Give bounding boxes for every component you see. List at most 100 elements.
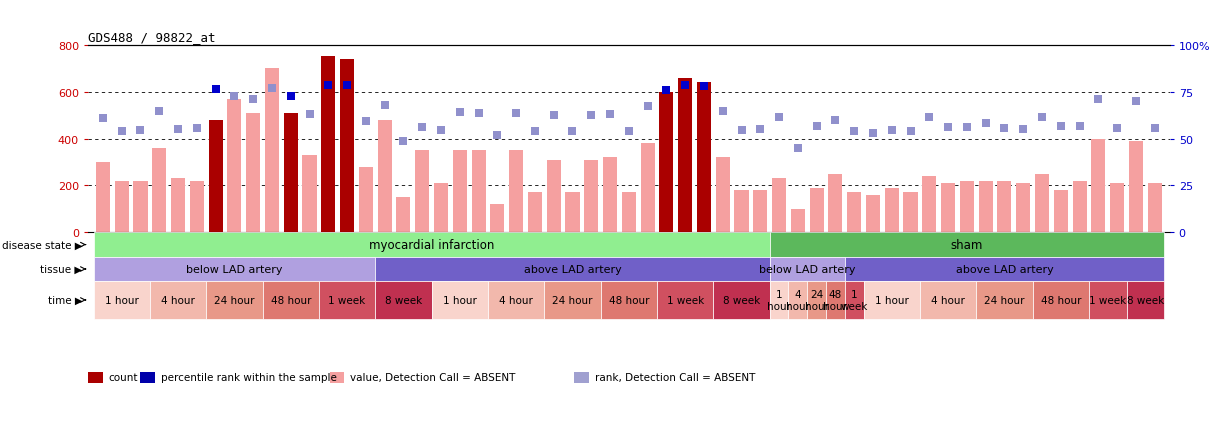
Bar (769, 233, 1164, 257)
Bar (1148, 184, 1161, 233)
Point (469, 110, 488, 117)
Point (507, 110, 526, 117)
Bar (359, 167, 372, 233)
Bar (828, 174, 842, 233)
Bar (1089, 282, 1127, 319)
Bar (904, 193, 917, 233)
Text: disease state ▶: disease state ▶ (1, 240, 83, 250)
Point (882, 127, 901, 134)
Text: 4 hour: 4 hour (161, 295, 195, 305)
Point (243, 96, 263, 103)
Bar (1127, 282, 1164, 319)
Bar (1129, 141, 1143, 233)
Bar (1110, 184, 1125, 233)
Text: 1
hour: 1 hour (767, 289, 791, 311)
Text: myocardial infarction: myocardial infarction (369, 239, 495, 251)
Bar (1016, 184, 1031, 233)
Bar (488, 282, 545, 319)
Text: 1 hour: 1 hour (105, 295, 139, 305)
Bar (810, 188, 824, 233)
Point (695, 83, 714, 90)
Bar (133, 181, 148, 233)
Point (845, 129, 864, 136)
Bar (527, 193, 542, 233)
Text: count: count (109, 373, 138, 382)
Point (919, 115, 939, 122)
Text: 24 hour: 24 hour (214, 295, 255, 305)
Bar (96, 163, 110, 233)
Point (637, 103, 657, 110)
Text: 4 hour: 4 hour (499, 295, 534, 305)
Point (357, 118, 376, 125)
Point (281, 94, 300, 101)
Bar (584, 160, 598, 233)
Bar (397, 198, 410, 233)
Bar (453, 151, 466, 233)
Point (1013, 126, 1033, 133)
Point (563, 129, 582, 136)
Bar (827, 282, 845, 319)
Text: tissue ▶: tissue ▶ (40, 264, 83, 274)
Point (657, 87, 676, 94)
Text: time ▶: time ▶ (48, 295, 83, 305)
Text: 48
hour: 48 hour (823, 289, 847, 311)
Point (1051, 123, 1071, 130)
Bar (601, 282, 657, 319)
Point (731, 128, 751, 135)
Bar (769, 257, 845, 282)
Point (995, 125, 1015, 132)
Point (225, 94, 244, 101)
Text: 24 hour: 24 hour (552, 295, 592, 305)
Bar (998, 181, 1011, 233)
Text: rank, Detection Call = ABSENT: rank, Detection Call = ABSENT (595, 373, 755, 382)
Bar (94, 257, 375, 282)
Point (601, 111, 620, 118)
Point (675, 82, 695, 89)
Point (713, 108, 733, 115)
Bar (415, 151, 430, 233)
Text: sham: sham (951, 239, 983, 251)
Bar (735, 191, 748, 233)
Point (825, 117, 845, 124)
Bar (545, 282, 601, 319)
Bar (978, 181, 993, 233)
Text: 8 week: 8 week (723, 295, 761, 305)
Bar (247, 113, 260, 233)
Bar (433, 184, 448, 233)
Bar (209, 121, 222, 233)
Text: 1 week: 1 week (328, 295, 366, 305)
Bar (491, 205, 504, 233)
Text: 1 week: 1 week (667, 295, 703, 305)
Bar (697, 83, 711, 233)
Text: GDS488 / 98822_at: GDS488 / 98822_at (88, 31, 215, 44)
Text: 48 hour: 48 hour (271, 295, 311, 305)
Point (112, 129, 132, 136)
Point (149, 108, 168, 115)
Bar (789, 282, 807, 319)
Point (263, 85, 282, 92)
Bar (807, 282, 827, 319)
Bar (657, 282, 713, 319)
Text: 24
hour: 24 hour (805, 289, 829, 311)
Bar (377, 121, 392, 233)
Text: above LAD artery: above LAD artery (956, 264, 1054, 274)
Bar (977, 282, 1033, 319)
Bar (341, 59, 354, 233)
Point (393, 138, 413, 145)
Point (319, 82, 338, 89)
Point (187, 125, 206, 132)
Text: 8 week: 8 week (1127, 295, 1164, 305)
Bar (94, 233, 769, 257)
Bar (565, 193, 580, 233)
Bar (621, 193, 636, 233)
Bar (375, 257, 769, 282)
Bar (1054, 191, 1068, 233)
Point (451, 109, 470, 116)
Bar (716, 158, 730, 233)
Text: 4
hour: 4 hour (786, 289, 810, 311)
Bar (375, 282, 431, 319)
Bar (227, 99, 242, 233)
Point (1032, 115, 1051, 122)
Point (581, 112, 601, 119)
Bar (431, 282, 488, 319)
